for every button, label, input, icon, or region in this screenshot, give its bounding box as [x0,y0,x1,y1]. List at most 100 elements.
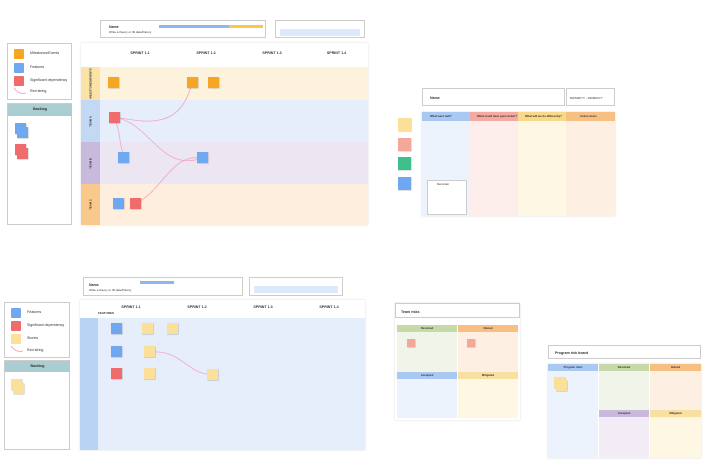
sticky [108,77,119,88]
legend-label: Significant dependency [27,323,65,327]
timeline [254,286,338,293]
sprint-label: SPRINT 1.1 [130,51,150,55]
column-title: FEATURES [98,311,114,315]
sprint-label: SPRINT 1.4 [326,51,347,55]
title-card: Name Write a theory or ID date/history [100,20,266,38]
quadrant-title: Owned [483,326,493,330]
legend-label: Features [27,310,42,314]
column-header [422,112,470,121]
legend-swatch [11,308,21,318]
quadrant-title: Mitigated [481,373,495,377]
quadrant-header [458,325,518,332]
sprint-label: SPRINT 1.2 [196,51,216,55]
sticky [13,383,24,394]
column-header [518,112,566,121]
program-risks-board: Program risks Resolved Owned Accepted Mi… [548,364,701,458]
sticky [111,323,122,334]
sprint-label: SPRINT 1.2 [187,305,207,309]
sticky [398,157,411,170]
sticky [111,368,122,379]
card-title: Name [109,25,119,29]
title-card: Program risk board [548,345,701,359]
column-title: What will we do differently? [525,114,562,118]
timeline-bar [140,281,174,284]
legend-label: Red string [30,89,47,93]
story-grid: FEATURES SPRINT 1.1 SPRINT 1.2 SPRINT 1.… [80,300,365,450]
sticky [130,198,141,209]
legend-label: Red string [27,348,44,352]
sticky [144,346,155,357]
card-subtitle: Write a theory or ID date/history [109,30,152,34]
sticky [398,118,411,131]
sticky [113,198,124,209]
legend-swatch [14,49,24,59]
red-strings [152,351,211,375]
legend: Milestones/Events Features Significant d… [7,43,72,100]
date-card: DD/MM/YY - DD/MM/YY [566,88,615,106]
reminder-card: Reminder [427,180,467,215]
legend-label: Significant dependency [30,78,68,82]
quadrant-header [458,372,518,379]
sticky [207,369,218,380]
sticky [17,127,28,138]
sticky [467,339,475,347]
column-title: Action items [580,114,597,118]
backlog: Backlog [7,103,72,225]
column-header [548,364,598,371]
sticky [407,339,415,347]
legend-line [13,87,27,94]
column [518,112,566,216]
legend-label: Features [30,65,45,69]
team-risks-board: Team risks Resolved Owned Accepted Mitig… [395,303,520,420]
quadrant [458,325,518,372]
column-header [650,364,701,371]
sprint-label: SPRINT 1.4 [319,305,339,309]
sticky [398,138,411,151]
row [100,67,368,100]
sticky [142,323,153,334]
board-title: Team risks [401,310,420,314]
column-title: Resolved [617,365,631,369]
legend-swatch [11,321,21,331]
column [470,112,518,216]
legend: Features Significant dependency Stories … [4,302,70,358]
column-title: What went well? [430,114,452,118]
quadrant [650,410,701,458]
title-card: Name [422,88,565,106]
backlog-title: Backlog [33,107,47,111]
sticky [187,77,198,88]
title-card: Team risks [395,303,520,318]
sticky [197,152,208,163]
column-title: Accepted [617,411,631,415]
column-header [470,112,518,121]
timeline-bar [229,25,263,28]
sticky [17,148,28,159]
column-header [566,112,615,121]
column-header [599,410,649,417]
card-title: Name [89,283,99,287]
board-title: Program risk board [555,351,589,355]
backlog-header [5,361,70,372]
sticky [111,346,122,357]
sprint-label: SPRINT 1.3 [262,51,282,55]
legend-swatch [11,334,21,344]
quadrant [458,372,518,418]
legend-swatch [14,63,24,73]
quadrant [397,325,457,372]
timeline-card [275,20,365,38]
sticky [556,380,567,391]
sprint-area [98,318,365,450]
quadrant-title: Resolved [420,326,434,330]
legend-line [10,345,24,352]
column-title: Owned [670,365,681,369]
quadrant-title: Accepted [420,373,434,377]
sticky [109,112,120,123]
timeline [280,29,360,36]
legend-swatch [14,76,24,86]
title-card: Name Write a theory or ID date/history [83,277,243,296]
reminder-label: Reminder [437,182,450,186]
quadrant [599,410,649,458]
roadmap-grid: SPRINT 1.1 SPRINT 1.2 SPRINT 1.3 SPRINT … [81,43,368,225]
column-header [650,410,701,417]
